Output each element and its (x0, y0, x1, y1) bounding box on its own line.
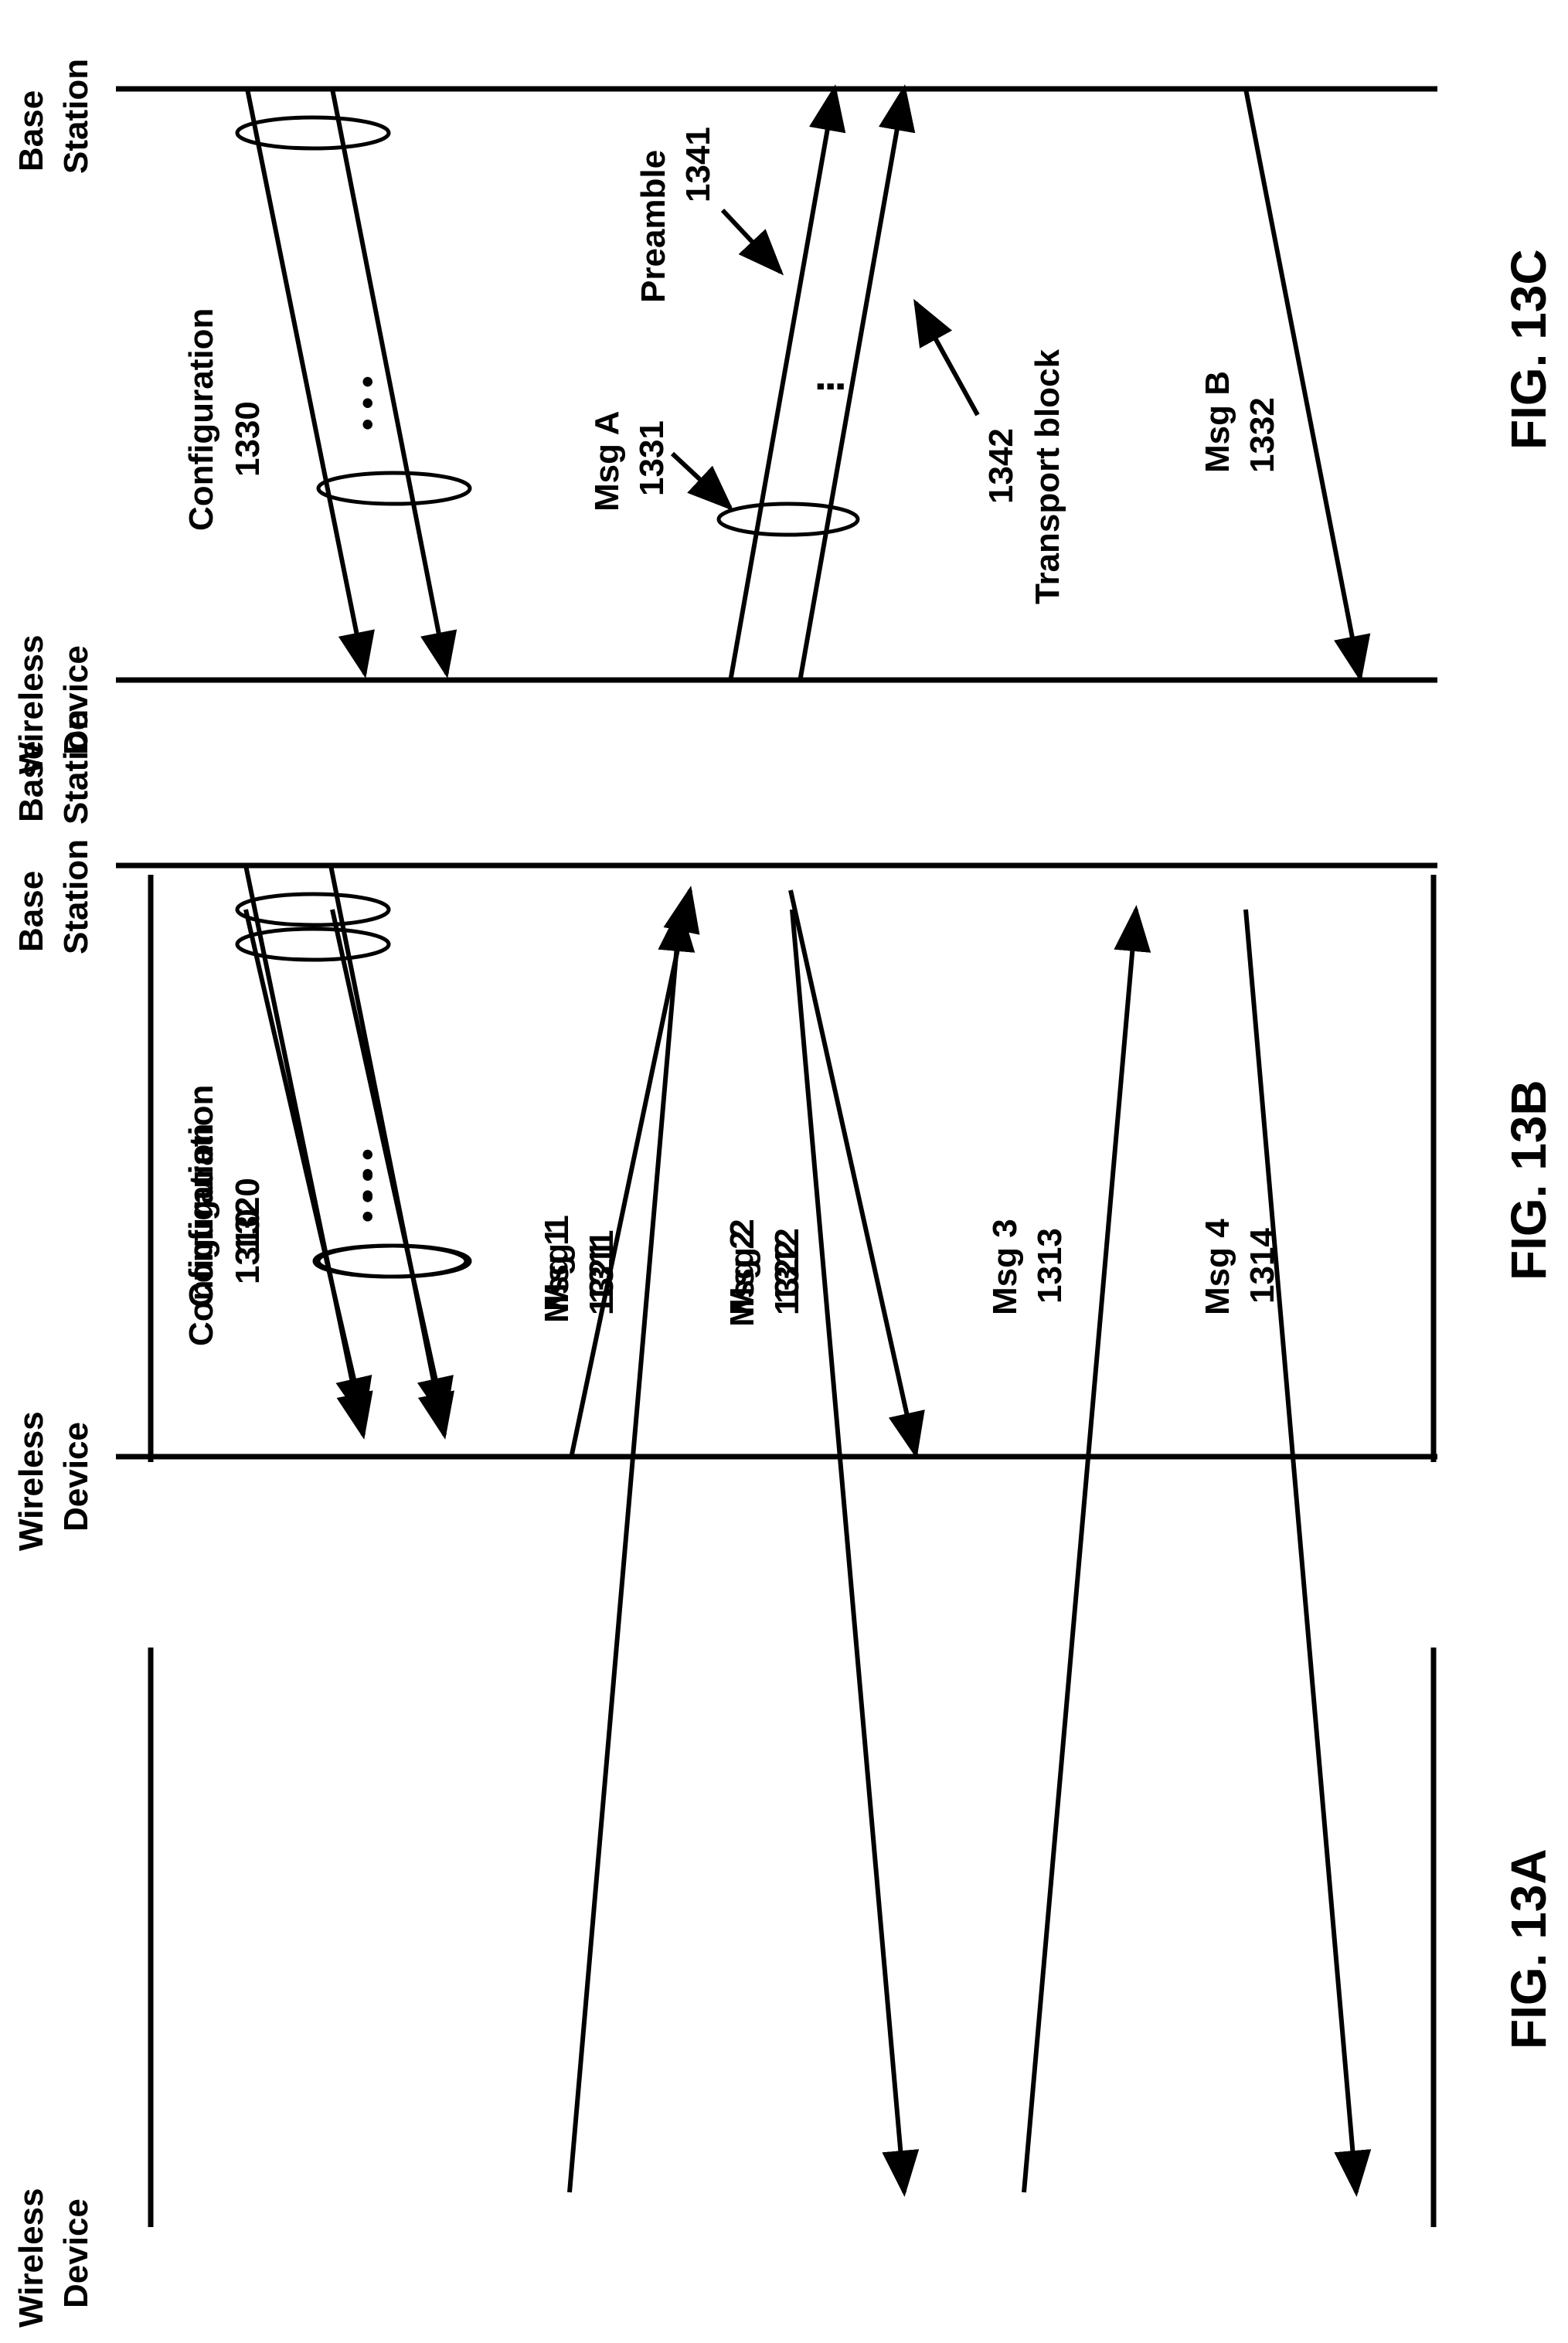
transport-block-label: Transport block (1029, 349, 1066, 604)
figure-caption: FIG. 13C (1501, 249, 1556, 450)
preamble-label: Preamble (634, 150, 672, 303)
config-label: Configuration (182, 1085, 220, 1308)
msg-a-bundle-ellipse (719, 504, 858, 535)
wireless-device-label-line2: Device (57, 1422, 95, 1532)
preamble-ref: 1341 (679, 127, 717, 202)
config-ref: 1320 (229, 1178, 267, 1253)
msg-b-ref: 1332 (1243, 397, 1281, 473)
msg2-label: Msg 2 (723, 1230, 761, 1327)
config-bundle-ellipse-bottom (318, 1246, 470, 1277)
figure-13c-panel: Wireless Device Base Station • • • Confi… (12, 59, 1556, 774)
msg1-ref: 1321 (583, 1240, 621, 1315)
transport-block-ref: 1342 (982, 428, 1020, 504)
base-station-label-line1: Base (12, 871, 50, 952)
transport-block-pointer (916, 303, 978, 415)
msg-a-label: Msg A (588, 411, 626, 512)
msg-a-ellipsis: ⋮ (812, 369, 850, 403)
msg2-ref: 1322 (768, 1240, 806, 1315)
msg1-label: Msg 1 (538, 1226, 576, 1323)
msg-b-arrow (1246, 89, 1360, 678)
msg-a-pointer (672, 454, 730, 508)
config-bundle-ellipse-bottom (318, 473, 470, 504)
wireless-device-label-line1: Wireless (12, 1411, 50, 1551)
ellipsis-dots: • • • (349, 1148, 386, 1203)
config-bundle-ellipse-top (237, 894, 389, 925)
msg2-arrow (791, 890, 916, 1454)
msg-b-label: Msg B (1199, 371, 1236, 473)
ellipsis-dots: • • • (349, 376, 386, 430)
wireless-device-label-line2: Device (57, 645, 95, 755)
base-station-label-line2: Station (57, 59, 95, 174)
config-bundle-ellipse-top (237, 117, 389, 148)
config-label: Configuration (182, 308, 220, 531)
base-station-label-line1: Base (12, 90, 50, 172)
figure-13b-panel: Wireless Device Base Station • • • Confi… (12, 839, 1556, 1551)
msg-a-ref: 1331 (633, 420, 671, 496)
figure-caption: FIG. 13B (1501, 1080, 1556, 1280)
msg1-arrow (572, 890, 690, 1454)
base-station-label-line2: Station (57, 839, 95, 954)
preamble-pointer (723, 210, 781, 272)
wireless-device-label-line1: Wireless (12, 634, 50, 774)
config-ref: 1330 (229, 401, 267, 477)
